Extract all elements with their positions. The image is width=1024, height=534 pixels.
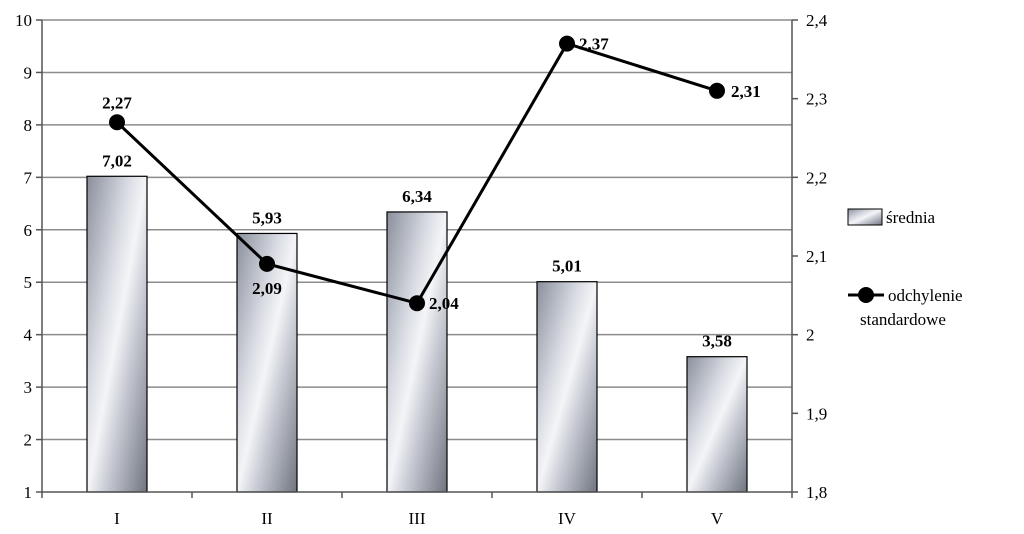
right-tick-label: 2,4 [806,11,828,30]
right-tick-label: 2,3 [806,90,827,109]
right-tick-label: 2,1 [806,247,827,266]
left-tick-label: 7 [24,168,33,187]
bar-data-label: 5,93 [252,208,282,227]
line-point [259,255,275,272]
legend: średnia odchylenie standardowe [847,208,963,329]
bar-data-label: 6,34 [402,187,432,206]
legend-line-marker [858,287,874,303]
right-tick-label: 1,8 [806,483,827,502]
bar [536,281,598,493]
line-data-label: 2,09 [252,279,282,298]
bar-series [86,175,748,493]
bar [236,232,298,493]
x-tick-label: IV [558,509,577,528]
line-series [109,35,725,312]
line-data-label: 2,31 [731,82,761,101]
legend-label-odchylenie-line1: odchylenie [888,286,963,305]
line-data-label: 2,04 [429,294,459,313]
x-tick-label: V [711,509,724,528]
line-point [409,295,425,312]
x-tick-label: III [409,509,426,528]
line-data-label: 2,27 [102,93,132,112]
legend-label-odchylenie-line2: standardowe [860,310,946,329]
bar [686,356,748,493]
bar [86,175,148,493]
x-tick-label: II [261,509,273,528]
right-tick-label: 2 [806,326,815,345]
right-tick-label: 1,9 [806,404,827,423]
bar [386,211,448,493]
left-tick-label: 6 [24,221,33,240]
left-tick-label: 9 [24,63,33,82]
data-labels: 7,02 5,93 6,34 5,01 3,58 2,27 2,09 2,04 2,37 2,31 [102,35,761,351]
legend-bar-swatch [847,208,883,226]
line-point [559,35,575,52]
left-tick-label: 8 [24,116,33,135]
left-tick-label: 4 [24,326,33,345]
left-tick-label: 3 [24,378,33,397]
left-tick-label: 2 [24,431,33,450]
right-tick-label: 2,2 [806,168,827,187]
bar-data-label: 7,02 [102,151,132,170]
legend-label-srednia: średnia [886,208,936,227]
bar-data-label: 3,58 [702,332,732,351]
left-tick-label: 1 [24,483,33,502]
left-tick-label: 10 [15,11,32,30]
bar-data-label: 5,01 [552,257,582,276]
line-point [709,82,725,99]
line-point [109,114,125,131]
left-tick-label: 5 [24,273,33,292]
x-tick-label: I [114,509,120,528]
line-data-label: 2,37 [579,35,609,54]
